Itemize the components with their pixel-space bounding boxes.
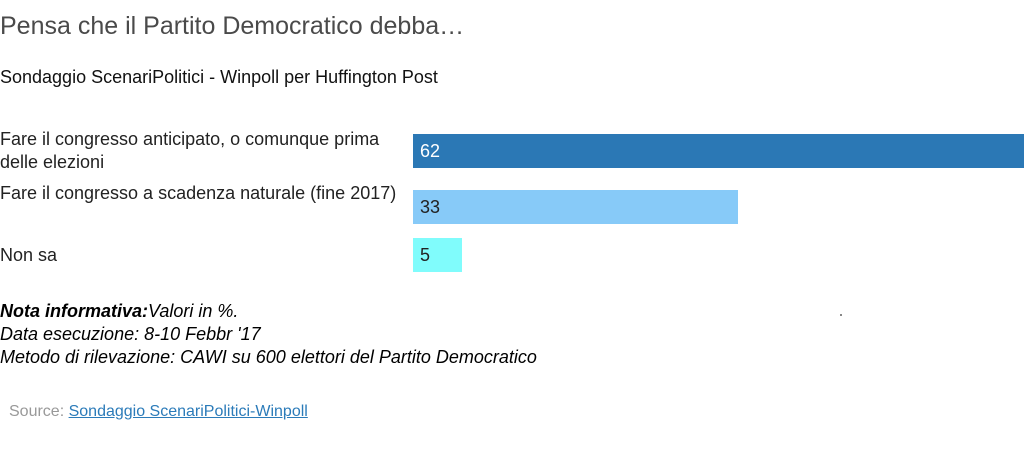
bar [413,134,1024,168]
category-label: Non sa [0,245,58,265]
notes-line-1: Nota informativa:Valori in %. [0,300,537,323]
category-label: Fare il congresso a scadenza naturale (f… [0,183,397,203]
source-link[interactable]: Sondaggio ScenariPolitici-Winpoll [68,403,308,420]
bar [413,238,462,272]
chart-title: Pensa che il Partito Democratico debba… [0,12,465,40]
chart-subtitle: Sondaggio ScenariPolitici - Winpoll per … [0,67,438,87]
category-label: Fare il congresso anticipato, o comunque… [0,129,380,172]
notes-line-3: Metodo di rilevazione: CAWI su 600 elett… [0,347,537,367]
bar-value-label: 62 [420,141,441,161]
source-prefix: Source: [9,403,69,420]
source-line: Source: Sondaggio ScenariPolitici-Winpol… [9,403,308,421]
notes-label: Nota informativa: [0,301,149,321]
notes-block: Nota informativa:Valori in %. Data esecu… [0,300,537,369]
notes-line-2: Data esecuzione: 8-10 Febbr '17 [0,324,261,344]
bar-value-label: 5 [420,245,431,265]
bar-value-label: 33 [420,197,441,217]
stray-dot [840,314,842,316]
bar-chart: Fare il congresso anticipato, o comunque… [0,126,1024,286]
notes-text: Valori in %. [148,301,239,321]
bar [413,190,738,224]
